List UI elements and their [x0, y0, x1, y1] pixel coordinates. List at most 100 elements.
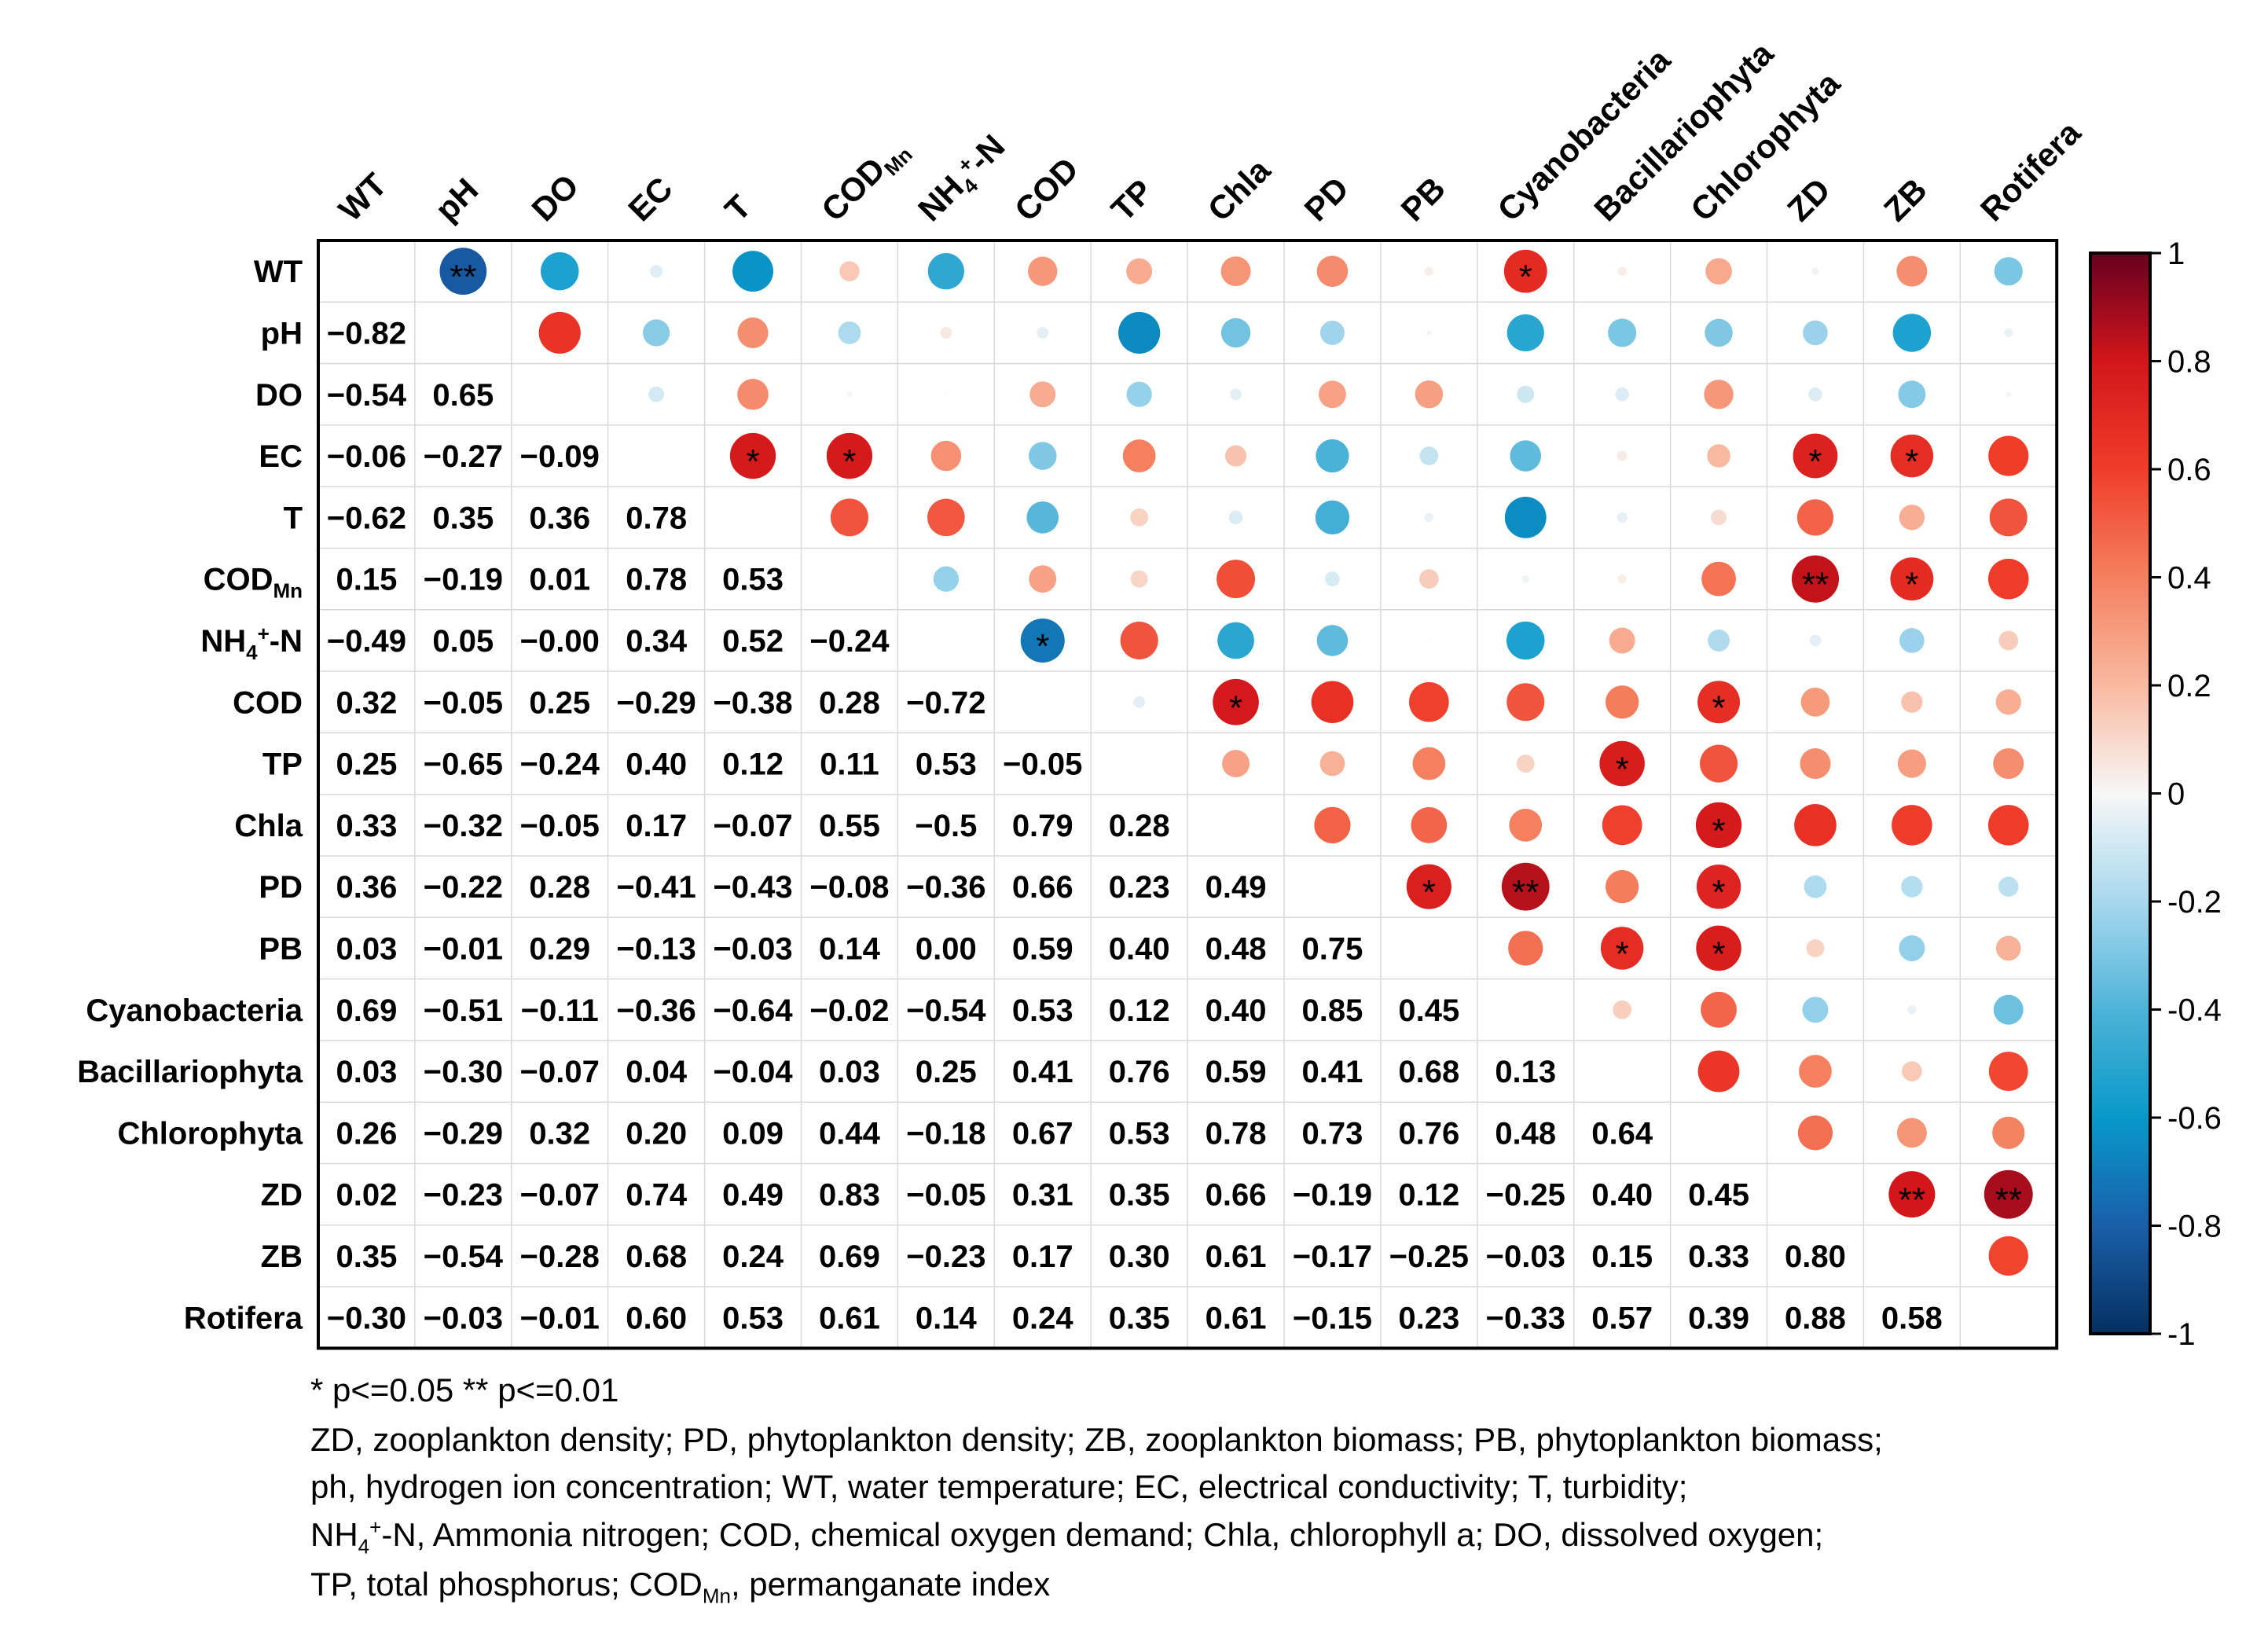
corr-circle-0-15 — [1811, 267, 1819, 275]
corr-circle-1-16 — [1892, 314, 1932, 352]
corr-circle-12-17 — [1993, 994, 2024, 1025]
corr-circle-9-16 — [1892, 805, 1932, 846]
corr-circle-15-17 — [1984, 1170, 2033, 1219]
corr-circle-1-6 — [940, 327, 952, 339]
colorbar-tick-label: -1 — [2167, 1317, 2196, 1352]
corr-circle-4-7 — [1026, 501, 1059, 534]
corr-circle-1-15 — [1803, 320, 1828, 346]
corr-value-10-2: 0.28 — [529, 870, 590, 905]
corr-circle-3-9 — [1224, 445, 1247, 467]
corr-circle-4-17 — [1989, 498, 2028, 537]
corr-circle-11-14 — [1696, 925, 1741, 971]
corr-circle-2-16 — [1898, 380, 1926, 409]
corr-value-10-5: −0.08 — [809, 870, 889, 905]
corr-value-17-6: 0.14 — [916, 1301, 978, 1335]
corr-circle-8-13 — [1599, 740, 1645, 787]
corr-circle-7-13 — [1606, 685, 1639, 719]
corr-circle-0-8 — [1126, 258, 1153, 285]
corr-value-10-6: −0.36 — [906, 870, 985, 905]
significance-marks: ** ** * * *** *** **** ** ** *** ** — [450, 258, 2022, 1220]
row-label-4: T — [284, 501, 303, 535]
corr-circle-3-15 — [1793, 433, 1838, 479]
col-label-17: Rotifera — [1973, 113, 2088, 228]
corr-value-8-6: 0.53 — [916, 747, 977, 782]
corr-circle-7-14 — [1697, 681, 1741, 724]
corr-circle-8-11 — [1412, 747, 1446, 780]
corr-value-10-1: −0.22 — [424, 870, 503, 905]
corr-value-12-5: −0.02 — [809, 993, 889, 1028]
row-label-1: pH — [261, 316, 303, 351]
significance-legend: * p<=0.05 ** p<=0.01 — [310, 1371, 619, 1408]
corr-circle-3-11 — [1419, 446, 1439, 465]
corr-value-10-0: 0.36 — [336, 870, 398, 905]
corr-value-12-10: 0.85 — [1302, 993, 1363, 1028]
corr-value-16-13: 0.15 — [1591, 1239, 1653, 1274]
corr-circle-2-4 — [737, 378, 769, 410]
corr-circle-1-9 — [1220, 318, 1251, 348]
corr-value-13-2: −0.07 — [520, 1055, 600, 1089]
corr-circle-2-15 — [1808, 387, 1822, 402]
corr-circle-1-11 — [1426, 330, 1432, 336]
corr-circle-2-3 — [648, 386, 665, 402]
corr-circle-9-13 — [1602, 805, 1642, 846]
corr-circle-1-7 — [1037, 327, 1049, 339]
corr-value-12-9: 0.40 — [1206, 993, 1267, 1028]
corr-circle-7-11 — [1409, 681, 1449, 722]
corr-circle-0-3 — [650, 265, 663, 278]
corr-circle-2-13 — [1615, 387, 1629, 402]
corr-circle-0-1 — [439, 248, 487, 296]
sig-mark-11-14: * — [1712, 935, 1725, 973]
corr-circle-5-14 — [1701, 561, 1736, 597]
corr-value-14-6: −0.18 — [906, 1116, 985, 1151]
corr-circle-0-17 — [1994, 257, 2023, 286]
col-label-12: Cyanobacteria — [1490, 41, 1677, 228]
corr-circle-3-12 — [1510, 440, 1542, 472]
corr-value-16-7: 0.17 — [1012, 1239, 1073, 1274]
corr-value-16-8: 0.30 — [1109, 1239, 1170, 1274]
corr-value-4-2: 0.36 — [529, 501, 590, 535]
corr-value-15-4: 0.49 — [722, 1178, 784, 1213]
sig-mark-10-14: * — [1712, 873, 1725, 912]
corr-circle-1-10 — [1319, 320, 1345, 345]
sig-mark-3-16: * — [1905, 442, 1918, 481]
corr-value-14-13: 0.64 — [1591, 1116, 1653, 1151]
col-label-15: ZD — [1780, 171, 1837, 229]
corr-value-13-7: 0.41 — [1012, 1055, 1073, 1089]
corr-value-13-3: 0.04 — [626, 1055, 688, 1089]
col-label-16: ZB — [1877, 171, 1934, 229]
corr-value-16-14: 0.33 — [1688, 1239, 1749, 1274]
corr-value-11-3: −0.13 — [617, 931, 696, 966]
corr-circle-11-13 — [1600, 927, 1644, 970]
corr-circle-1-2 — [538, 311, 581, 354]
corr-circle-7-10 — [1311, 681, 1354, 724]
corr-value-6-2: −0.00 — [520, 624, 600, 659]
corr-value-11-7: 0.59 — [1012, 931, 1073, 966]
corr-circle-13-17 — [1988, 1052, 2028, 1091]
sig-mark-3-4: * — [746, 442, 759, 481]
corr-value-15-1: −0.23 — [424, 1178, 503, 1213]
corr-value-7-5: 0.28 — [819, 685, 880, 720]
corr-value-17-0: −0.30 — [327, 1301, 406, 1335]
corr-value-12-8: 0.12 — [1109, 993, 1170, 1028]
corr-circle-7-17 — [1995, 689, 2021, 715]
corr-circle-7-16 — [1901, 691, 1923, 713]
corr-value-8-5: 0.11 — [820, 747, 879, 782]
corr-value-11-2: 0.29 — [529, 931, 590, 966]
corr-value-17-3: 0.60 — [626, 1301, 687, 1335]
col-label-0: WT — [332, 166, 395, 229]
corr-value-16-10: −0.17 — [1293, 1239, 1372, 1274]
sig-mark-11-13: * — [1616, 935, 1629, 973]
corr-value-6-4: 0.52 — [722, 624, 784, 659]
corr-value-17-5: 0.61 — [819, 1301, 880, 1335]
corr-value-10-8: 0.23 — [1109, 870, 1170, 905]
corr-value-16-15: 0.80 — [1785, 1239, 1846, 1274]
corr-value-6-3: 0.34 — [626, 624, 688, 659]
corr-value-3-2: −0.09 — [520, 439, 600, 474]
sig-mark-5-16: * — [1905, 566, 1918, 604]
corr-circle-5-16 — [1890, 557, 1934, 601]
colorbar: 1 0.8 0.6 0.4 0.2 0 -0.2 -0.4 -0.6 -0.8 -1 — [2089, 237, 2222, 1352]
colorbar-tick-label: -0.6 — [2167, 1101, 2222, 1136]
row-label-0: WT — [254, 255, 303, 289]
corr-circle-6-17 — [1998, 630, 2019, 651]
